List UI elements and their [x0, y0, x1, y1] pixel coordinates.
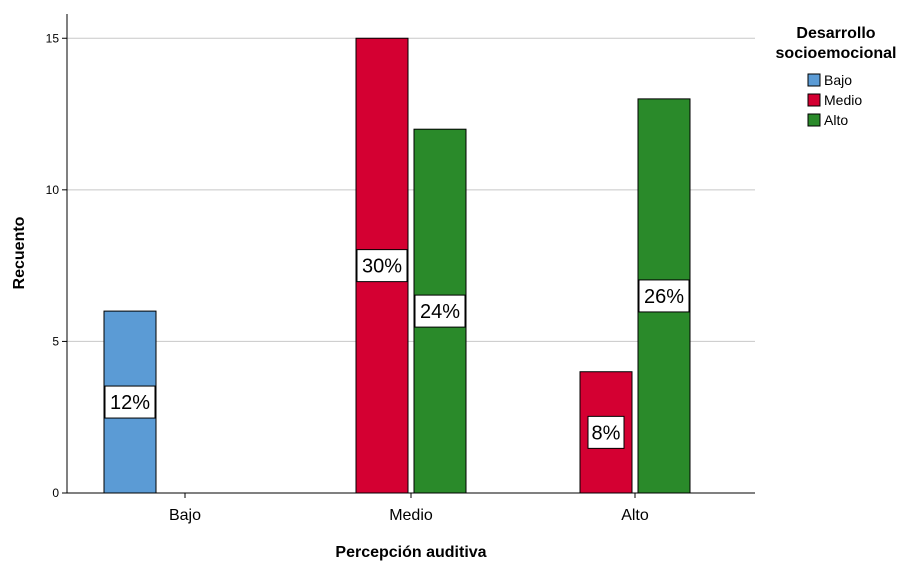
data-labels: 12% 30% 24% 8% 26%	[104, 249, 690, 449]
legend-title-line-2: socioemocional	[776, 45, 897, 62]
y-tick-label: 10	[46, 183, 60, 197]
x-tick-labels: Bajo Medio Alto	[169, 493, 649, 524]
data-label-box	[356, 249, 408, 283]
y-tick-label: 0	[52, 486, 59, 500]
data-label: 24%	[420, 301, 460, 323]
legend: Desarrollo socioemocional Bajo Medio Alto	[776, 25, 897, 128]
x-tick-label: Alto	[621, 507, 649, 524]
data-label-box	[414, 294, 466, 328]
data-label: 8%	[592, 422, 621, 444]
data-label-box	[104, 385, 156, 419]
y-tick-labels: 0 5 10 15	[46, 31, 67, 500]
data-label-box	[587, 415, 625, 449]
legend-label: Alto	[824, 112, 848, 128]
x-tick-label: Bajo	[169, 507, 201, 524]
legend-label: Bajo	[824, 72, 852, 88]
legend-swatch	[807, 113, 821, 127]
y-tick-label: 5	[52, 334, 59, 348]
legend-swatch	[807, 73, 821, 87]
y-tick-label: 15	[46, 31, 60, 45]
data-label: 26%	[644, 286, 684, 308]
x-axis-title: Percepción auditiva	[335, 544, 486, 561]
data-label: 12%	[110, 392, 150, 414]
legend-label: Medio	[824, 92, 862, 108]
legend-title-line-1: Desarrollo	[796, 25, 875, 42]
x-tick-label: Medio	[389, 507, 433, 524]
data-label: 30%	[362, 256, 402, 278]
y-axis-title: Recuento	[11, 216, 28, 289]
legend-swatch	[807, 93, 821, 107]
data-label-box	[638, 279, 690, 313]
